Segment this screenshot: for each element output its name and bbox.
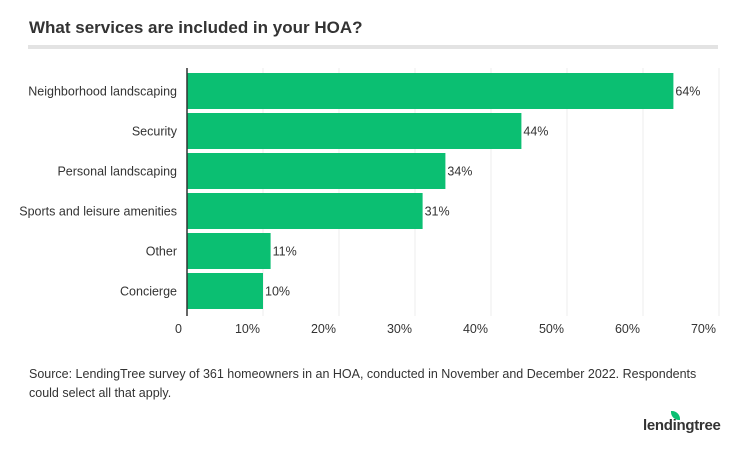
bar: [187, 193, 423, 229]
x-tick-label: 70%: [691, 322, 716, 336]
bar: [187, 73, 674, 109]
bar: [187, 153, 446, 189]
data-label: 34%: [447, 165, 472, 179]
x-tick-label: 40%: [463, 322, 488, 336]
lendingtree-logo: lendingtree: [643, 417, 721, 434]
data-label: 44%: [523, 125, 548, 139]
category-label: Security: [132, 125, 178, 139]
category-label: Sports and leisure amenities: [19, 205, 177, 219]
x-tick-label: 30%: [387, 322, 412, 336]
category-label: Other: [146, 245, 177, 259]
data-label: 31%: [425, 205, 450, 219]
bar: [187, 113, 522, 149]
category-label: Neighborhood landscaping: [28, 85, 177, 99]
x-tick-label: 10%: [235, 322, 260, 336]
x-tick-label: 50%: [539, 322, 564, 336]
x-tick-label: 0: [175, 322, 182, 336]
source-note: Source: LendingTree survey of 361 homeow…: [29, 367, 697, 400]
bar: [187, 273, 263, 309]
category-label: Personal landscaping: [57, 165, 177, 179]
data-label: 10%: [265, 285, 290, 299]
bar: [187, 233, 271, 269]
x-tick-label: 60%: [615, 322, 640, 336]
title-divider: [28, 45, 718, 49]
data-label: 11%: [273, 245, 297, 259]
category-label: Concierge: [120, 285, 177, 299]
logo-leaf-icon: [671, 411, 680, 420]
chart-title: What services are included in your HOA?: [29, 18, 363, 37]
data-label: 64%: [675, 85, 700, 99]
x-tick-label: 20%: [311, 322, 336, 336]
